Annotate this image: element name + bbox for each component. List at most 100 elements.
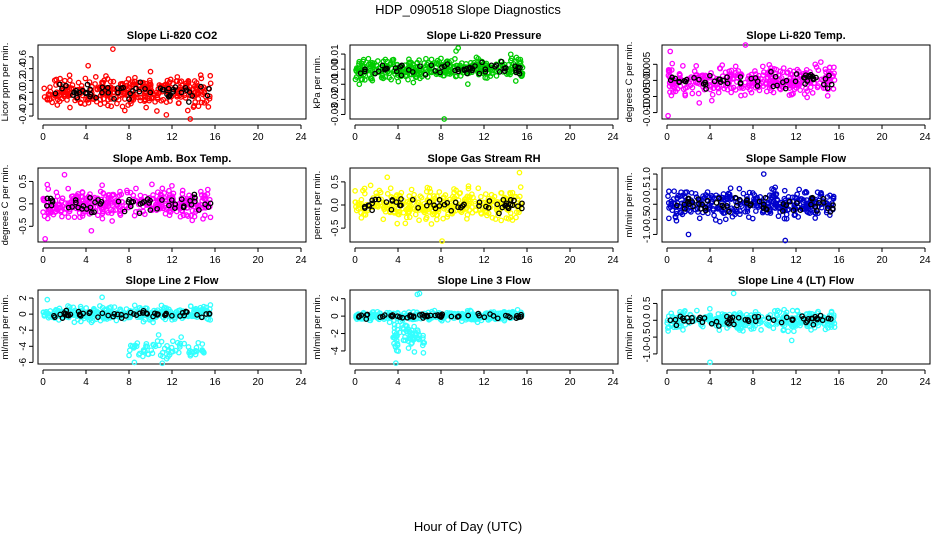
- reference-point: [672, 75, 679, 82]
- data-point: [770, 89, 777, 96]
- reference-point: [409, 196, 416, 203]
- reference-point: [822, 76, 829, 82]
- data-point: [358, 214, 365, 221]
- data-point: [384, 190, 391, 197]
- x-tick-label: 0: [664, 377, 670, 388]
- data-point: [375, 204, 381, 210]
- reference-point: [389, 197, 396, 203]
- data-point: [70, 304, 77, 311]
- data-point: [137, 94, 144, 101]
- y-tick-label: -2: [330, 329, 341, 338]
- reference-point: [194, 312, 200, 318]
- reference-point: [673, 322, 680, 329]
- data-point: [694, 307, 700, 314]
- data-point: [415, 199, 422, 206]
- x-tick-label: 24: [607, 255, 619, 266]
- outlier-point: [99, 294, 105, 301]
- panel-title: Slope Line 3 Flow: [438, 275, 531, 287]
- reference-point: [206, 310, 213, 317]
- data-point: [792, 316, 799, 322]
- data-point: [54, 102, 61, 108]
- data-point: [664, 317, 671, 324]
- reference-point: [737, 74, 744, 80]
- data-point: [478, 193, 484, 200]
- outlier-point: [665, 112, 671, 119]
- reference-point: [84, 81, 91, 88]
- data-point: [682, 92, 689, 99]
- data-point: [159, 360, 166, 367]
- reference-point: [782, 85, 789, 92]
- data-point: [664, 325, 671, 331]
- data-point: [781, 215, 788, 222]
- reference-point: [165, 85, 172, 92]
- data-point: [771, 193, 777, 200]
- data-point: [94, 212, 101, 219]
- reference-point: [426, 199, 433, 205]
- data-point: [173, 309, 180, 315]
- reference-point: [397, 202, 403, 209]
- data-point: [448, 310, 455, 317]
- reference-point: [669, 74, 676, 81]
- reference-point: [56, 81, 63, 88]
- data-point: [402, 334, 408, 340]
- y-tick-label: 0.5: [642, 296, 653, 310]
- data-point: [129, 95, 135, 102]
- data-point: [752, 196, 759, 202]
- reference-point: [505, 313, 511, 319]
- outlier-point: [439, 238, 445, 244]
- data-points: [665, 171, 837, 244]
- data-point: [165, 353, 171, 360]
- data-point: [40, 309, 47, 316]
- data-point: [185, 79, 192, 85]
- x-axis: 0 4 8 12 16 20 24: [664, 369, 931, 388]
- panel-title: Slope Li-820 CO2: [127, 30, 217, 42]
- data-point: [746, 189, 753, 196]
- data-point: [453, 187, 459, 194]
- x-tick-label: 4: [707, 377, 713, 388]
- y-axis-label: degrees C per min.: [0, 165, 11, 246]
- reference-point: [159, 197, 165, 203]
- data-point: [820, 320, 827, 326]
- data-point: [71, 214, 78, 221]
- reference-point: [696, 201, 702, 207]
- data-point: [374, 58, 381, 64]
- x-tick-label: 20: [876, 255, 888, 266]
- data-point: [423, 216, 429, 222]
- data-point: [387, 185, 394, 192]
- data-point: [198, 75, 205, 82]
- reference-point: [52, 90, 59, 97]
- data-point: [167, 209, 174, 215]
- x-tick-label: 12: [478, 255, 490, 266]
- reference-point: [515, 68, 522, 75]
- reference-point: [763, 206, 770, 213]
- y-tick-label: 0.0: [642, 197, 653, 211]
- reference-point: [518, 311, 524, 318]
- data-points: [664, 290, 838, 366]
- reference-point: [681, 78, 688, 84]
- reference-point: [724, 80, 731, 87]
- data-point: [103, 73, 109, 79]
- data-point: [147, 79, 153, 86]
- y-axis-label: Licor ppm per min.: [0, 43, 11, 122]
- data-point: [772, 71, 779, 77]
- reference-point: [372, 196, 379, 203]
- reference-point: [702, 204, 709, 211]
- reference-point: [105, 312, 112, 319]
- data-point: [108, 210, 115, 217]
- reference-point: [711, 78, 718, 85]
- data-point: [469, 209, 476, 216]
- data-point: [801, 91, 808, 97]
- plot-frame: [37, 289, 307, 365]
- data-point: [187, 351, 194, 358]
- data-point: [124, 187, 130, 194]
- reference-point: [91, 209, 97, 216]
- reference-point: [111, 311, 118, 317]
- reference-point: [505, 205, 512, 212]
- data-point: [92, 81, 98, 87]
- data-point: [152, 343, 159, 350]
- outlier-point: [110, 46, 116, 52]
- data-point: [794, 191, 801, 198]
- y-axis: -1.0-0.50.0 0.5: [642, 296, 658, 363]
- data-point: [352, 188, 358, 194]
- data-point: [493, 204, 500, 210]
